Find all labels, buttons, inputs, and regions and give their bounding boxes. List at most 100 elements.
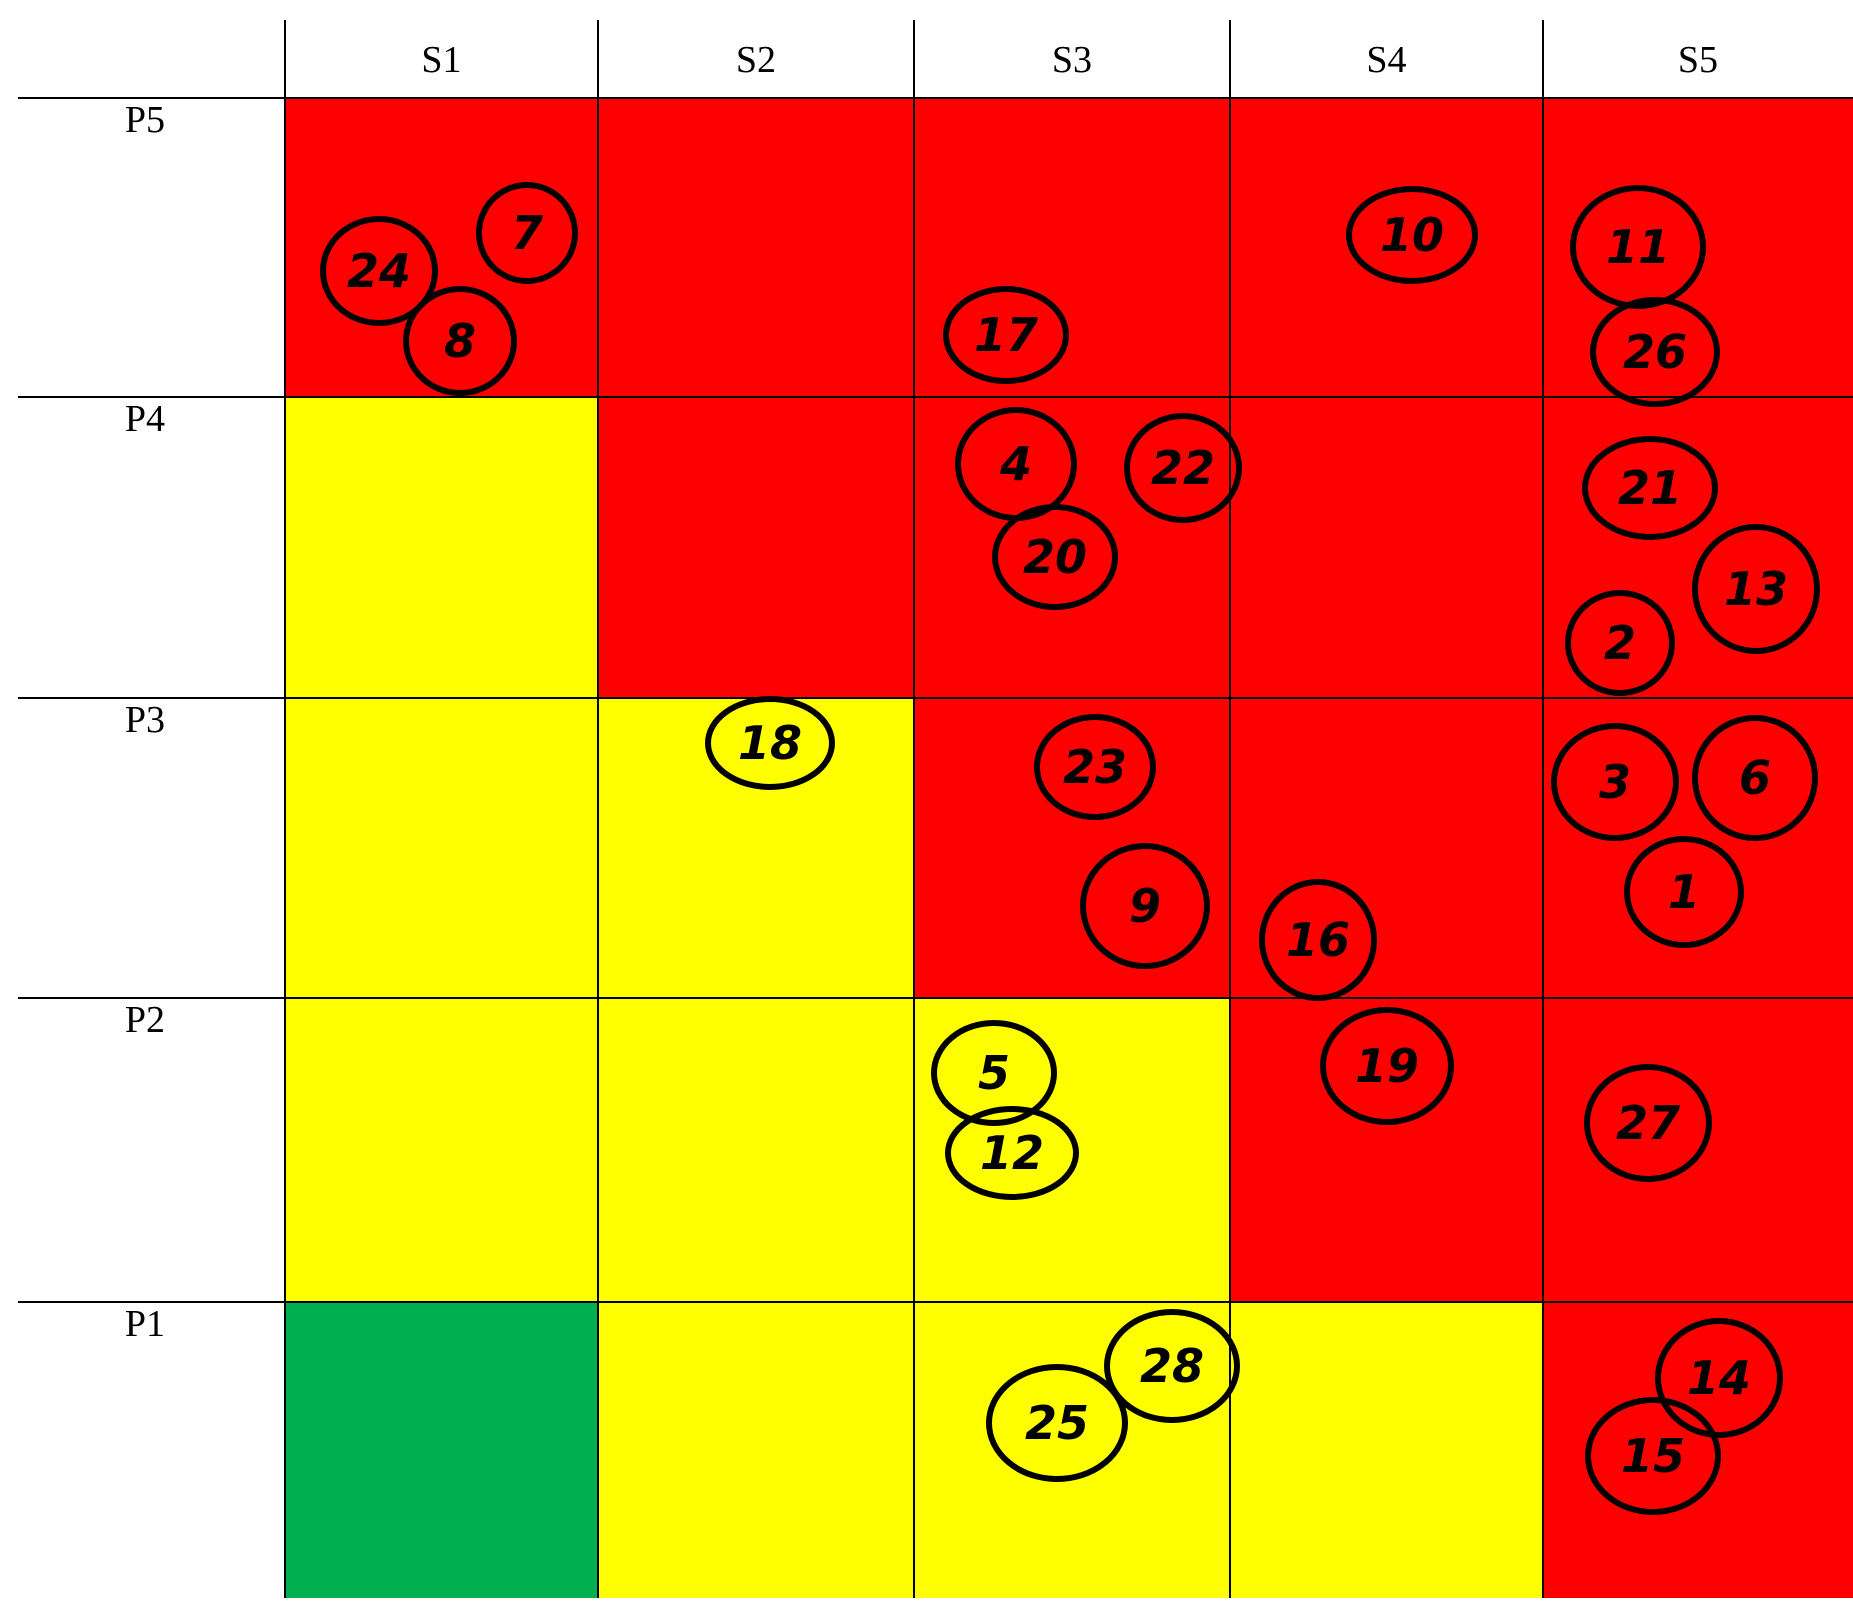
cell-p4-s1 <box>285 397 598 698</box>
matrix-gridlines <box>18 20 1853 1598</box>
row-headers: P5 P4 P3 P2 P1 <box>125 99 165 1345</box>
cell-p4-s4 <box>1230 397 1543 698</box>
risk-marker-19: 19 <box>1320 1007 1454 1125</box>
risk-circle <box>1692 715 1818 841</box>
risk-circle <box>1565 590 1675 696</box>
risk-marker-22: 22 <box>1124 413 1242 523</box>
risk-label: 26 <box>1623 325 1687 379</box>
cell-p1-s2 <box>598 1302 914 1598</box>
risk-marker-6: 6 <box>1692 715 1818 841</box>
risk-circle <box>1320 1007 1454 1125</box>
risk-label: 3 <box>1599 755 1631 809</box>
cell-p3-s4 <box>1230 698 1543 998</box>
column-header-s4: S4 <box>1366 39 1406 81</box>
risk-circle <box>931 1020 1057 1126</box>
risk-circle <box>1624 836 1744 948</box>
cell-p2-s3 <box>914 998 1230 1302</box>
row-header-p3: P3 <box>125 699 165 741</box>
cell-p5-s2 <box>598 98 914 397</box>
risk-marker-1: 1 <box>1624 836 1744 948</box>
risk-marker-25: 25 <box>986 1364 1128 1482</box>
risk-marker-3: 3 <box>1551 723 1679 841</box>
row-header-p5: P5 <box>125 99 165 141</box>
risk-circle <box>1551 723 1679 841</box>
risk-marker-11: 11 <box>1570 185 1706 309</box>
risk-marker-20: 20 <box>992 504 1118 610</box>
risk-label: 12 <box>980 1126 1044 1180</box>
risk-label: 27 <box>1616 1096 1680 1150</box>
risk-label: 10 <box>1380 208 1444 262</box>
column-header-s5: S5 <box>1678 39 1718 81</box>
risk-label: 20 <box>1023 530 1087 584</box>
risk-label: 14 <box>1687 1351 1751 1405</box>
row-header-p2: P2 <box>125 999 165 1041</box>
risk-label: 7 <box>511 206 543 260</box>
risk-label: 21 <box>1618 461 1682 515</box>
risk-circle <box>1570 185 1706 309</box>
cell-p2-s4 <box>1230 998 1543 1302</box>
risk-label: 25 <box>1025 1396 1089 1450</box>
risk-label: 15 <box>1621 1429 1685 1483</box>
cell-p4-s2 <box>598 397 914 698</box>
risk-circle <box>992 504 1118 610</box>
cell-p2-s1 <box>285 998 598 1302</box>
risk-circle <box>1590 297 1720 407</box>
risk-circle <box>1655 1318 1783 1438</box>
risk-label: 23 <box>1063 740 1127 794</box>
column-header-s3: S3 <box>1052 39 1092 81</box>
risk-label: 6 <box>1739 751 1771 805</box>
risk-circle <box>403 286 517 396</box>
risk-marker-10: 10 <box>1346 186 1478 284</box>
risk-label: 18 <box>738 716 802 770</box>
risk-circle <box>1034 714 1156 820</box>
risk-label: 28 <box>1140 1339 1204 1393</box>
risk-circle <box>1346 186 1478 284</box>
cell-p5-s4 <box>1230 98 1543 397</box>
risk-label: 16 <box>1286 913 1350 967</box>
risk-label: 5 <box>978 1046 1010 1100</box>
cell-p3-s3 <box>914 698 1230 998</box>
risk-circle <box>986 1364 1128 1482</box>
risk-marker-23: 23 <box>1034 714 1156 820</box>
row-header-p4: P4 <box>125 398 165 440</box>
column-header-s2: S2 <box>736 39 776 81</box>
risk-label: 17 <box>974 308 1038 362</box>
cell-p1-s3 <box>914 1302 1230 1598</box>
risk-label: 22 <box>1151 441 1215 495</box>
risk-label: 9 <box>1129 879 1161 933</box>
risk-marker-15: 15 <box>1585 1397 1721 1515</box>
row-header-p1: P1 <box>125 1303 165 1345</box>
risk-circle <box>320 216 438 326</box>
column-header-s1: S1 <box>421 39 461 81</box>
risk-marker-9: 9 <box>1080 843 1210 969</box>
risk-marker-16: 16 <box>1259 879 1377 1001</box>
risk-marker-5: 5 <box>931 1020 1057 1126</box>
risk-marker-14: 14 <box>1655 1318 1783 1438</box>
cell-p1-s4 <box>1230 1302 1543 1598</box>
risk-circle <box>1259 879 1377 1001</box>
column-headers: S1 S2 S3 S4 S5 <box>421 39 1718 81</box>
cell-p1-s1 <box>285 1302 598 1598</box>
risk-circle <box>1124 413 1242 523</box>
risk-circle <box>1692 524 1820 654</box>
risk-marker-21: 21 <box>1582 436 1718 540</box>
risk-circle <box>943 286 1069 384</box>
risk-label: 1 <box>1668 865 1700 919</box>
cell-p4-s5 <box>1543 397 1853 698</box>
risk-marker-27: 27 <box>1584 1064 1712 1182</box>
risk-circle <box>1104 1309 1240 1423</box>
cell-p5-s5 <box>1543 98 1853 397</box>
risk-marker-24: 24 <box>320 216 438 326</box>
risk-circle <box>945 1106 1079 1200</box>
risk-label: 13 <box>1724 562 1788 616</box>
risk-circle <box>705 696 835 790</box>
risk-label: 8 <box>444 314 476 368</box>
risk-label: 11 <box>1606 220 1670 274</box>
cell-p3-s1 <box>285 698 598 998</box>
cell-p5-s3 <box>914 98 1230 397</box>
risk-marker-13: 13 <box>1692 524 1820 654</box>
cell-p2-s2 <box>598 998 914 1302</box>
risk-marker-7: 7 <box>476 182 578 284</box>
risk-marker-8: 8 <box>403 286 517 396</box>
